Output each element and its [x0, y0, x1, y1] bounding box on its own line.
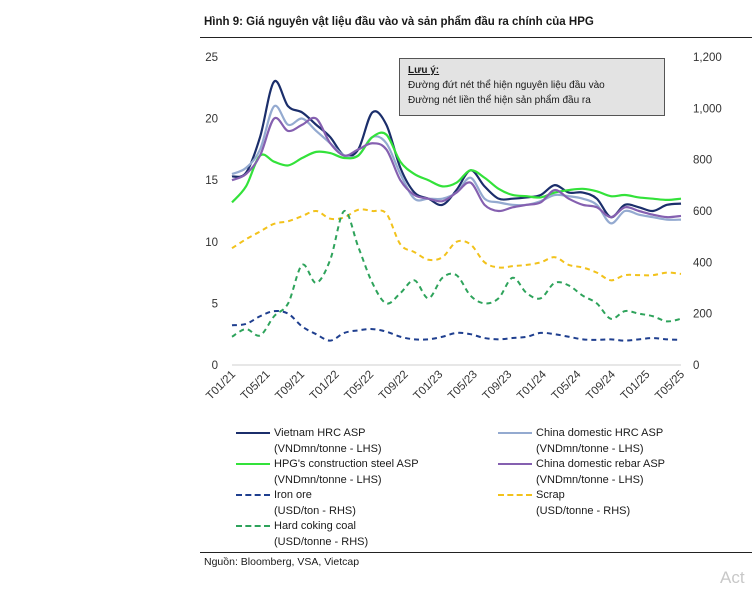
legend-swatch	[498, 432, 532, 434]
figure-title: Hình 9: Giá nguyên vật liệu đầu vào và s…	[204, 16, 594, 28]
legend-label-line2: (VNDmn/tonne - LHS)	[274, 442, 382, 455]
y-left-tick-label: 15	[205, 175, 218, 187]
y-left-tick-label: 25	[205, 52, 218, 64]
x-tick-label: T01/24	[515, 368, 549, 402]
legend-label-line2: (USD/ton - RHS)	[274, 504, 356, 517]
x-tick-label: T05/21	[239, 369, 273, 403]
legend-label: Iron ore (USD/ton - RHS)	[274, 488, 356, 519]
title-rule	[200, 37, 752, 38]
note-line-solid: Đường nét liền thể hiện sản phẩm đầu ra	[408, 95, 591, 106]
x-tick-label: T05/24	[550, 368, 584, 402]
x-tick-label: T09/24	[584, 368, 618, 402]
legend-swatch	[236, 463, 270, 465]
legend-label: Hard coking coal (USD/tonne - RHS)	[274, 519, 368, 550]
legend-label: Vietnam HRC ASP (VNDmn/tonne - LHS)	[274, 426, 382, 457]
legend-label-line1: Iron ore	[274, 489, 312, 501]
series-line-hard-coking-coal	[231, 209, 682, 338]
x-tick-label: T05/22	[342, 369, 376, 403]
legend-label-line1: HPG's construction steel ASP	[274, 458, 419, 470]
y-right-tick-label: 200	[693, 309, 712, 321]
legend-label-line1: China domestic HRC ASP	[536, 427, 664, 439]
y-left-tick-label: 0	[212, 360, 218, 372]
y-right-tick-label: 800	[693, 155, 712, 167]
x-tick-label: T09/23	[481, 369, 515, 403]
legend-swatch	[236, 432, 270, 434]
x-tick-label: T01/23	[412, 369, 446, 403]
y-right-tick-label: 400	[693, 257, 712, 269]
legend-label: China domestic HRC ASP (VNDmn/tonne - LHS…	[536, 426, 663, 457]
activation-watermark: Act	[720, 568, 745, 587]
legend-swatch	[236, 494, 270, 496]
legend-label-line2: (USD/tonne - RHS)	[274, 535, 369, 548]
x-tick-label: T01/21	[204, 369, 238, 403]
x-tick-label: T09/21	[273, 369, 307, 403]
legend-label-line1: China domestic rebar ASP	[536, 458, 666, 470]
y-right-tick-label: 1,000	[693, 103, 722, 115]
series-line-iron-ore	[231, 309, 682, 342]
legend-label-line1: Scrap	[536, 489, 565, 501]
legend-label-line1: Hard coking coal	[274, 520, 356, 532]
source-note: Nguồn: Bloomberg, VSA, Vietcap	[204, 556, 360, 568]
series-line-china-domestic-hrc-asp	[231, 104, 682, 225]
x-tick-label: T09/22	[377, 369, 411, 403]
x-tick-label: T05/25	[653, 369, 687, 403]
y-left-tick-label: 10	[205, 237, 218, 249]
y-left-tick-label: 20	[205, 114, 218, 126]
chart-note-box: Lưu ý: Đường đứt nét thể hiện nguyên liệ…	[399, 58, 665, 116]
legend-label: Scrap (USD/tonne - RHS)	[536, 488, 630, 519]
legend-label-line2: (USD/tonne - RHS)	[536, 504, 631, 517]
series-line-scrap	[231, 208, 682, 282]
y-right-tick-label: 1,200	[693, 52, 722, 64]
legend-label: China domestic rebar ASP (VNDmn/tonne - L…	[536, 457, 665, 488]
y-left-tick-label: 5	[212, 298, 218, 310]
legend-label-line2: (VNDmn/tonne - LHS)	[274, 473, 382, 486]
legend-swatch	[498, 463, 532, 465]
y-right-tick-label: 600	[693, 206, 712, 218]
legend-label-line2: (VNDmn/tonne - LHS)	[536, 442, 644, 455]
x-tick-label: T01/25	[619, 369, 653, 403]
legend-label: HPG's construction steel ASP (VNDmn/tonne…	[274, 457, 419, 488]
x-tick-label: T05/23	[446, 369, 480, 403]
series-line-china-domestic-rebar-asp	[231, 116, 682, 219]
series-line-vietnam-hrc-asp	[231, 79, 682, 219]
note-heading: Lưu ý:	[408, 65, 440, 76]
source-rule	[200, 552, 752, 553]
legend-swatch	[236, 525, 270, 527]
legend-label-line2: (VNDmn/tonne - LHS)	[536, 473, 644, 486]
series-line-hpg-s-construction-steel-asp	[231, 131, 682, 204]
x-tick-label: T01/22	[308, 369, 342, 403]
legend-swatch	[498, 494, 532, 496]
legend-label-line1: Vietnam HRC ASP	[274, 427, 366, 439]
note-line-dashed: Đường đứt nét thể hiện nguyên liệu đầu v…	[408, 80, 605, 91]
y-right-tick-label: 0	[693, 360, 699, 372]
